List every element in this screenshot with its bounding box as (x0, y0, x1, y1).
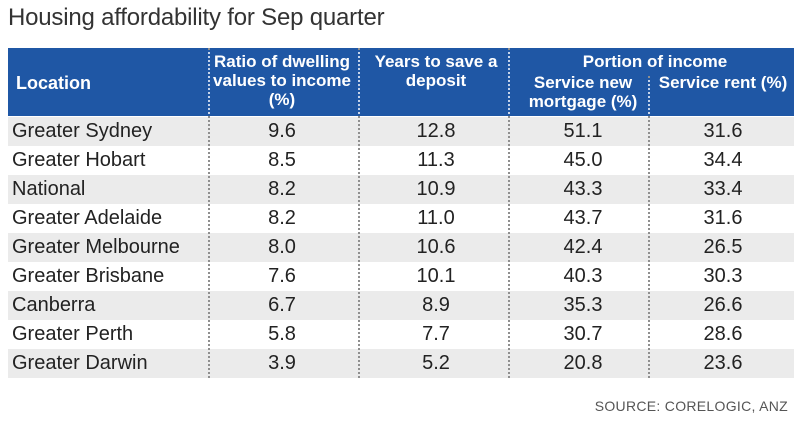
table-row: Greater Adelaide 8.2 11.0 43.7 31.6 (8, 204, 794, 233)
ratio-cell: 7.6 (268, 265, 296, 287)
rent-cell: 28.6 (703, 323, 743, 345)
location-cell: Greater Darwin (12, 352, 148, 374)
ratio-cell: 6.7 (268, 294, 296, 316)
header-divider (648, 80, 650, 114)
table-row: Greater Sydney 9.6 12.8 51.1 31.6 (8, 117, 794, 146)
ratio-cell: 8.5 (268, 149, 296, 171)
table-row: Canberra 6.7 8.9 35.3 26.6 (8, 291, 794, 320)
years-cell: 8.9 (422, 294, 450, 316)
table-row: Greater Hobart 8.5 11.3 45.0 34.4 (8, 146, 794, 175)
rent-cell: 26.6 (703, 294, 743, 316)
mortgage-cell: 40.3 (563, 265, 603, 287)
mortgage-cell: 43.7 (563, 207, 603, 229)
column-divider (508, 48, 510, 378)
table-header: Location Ratio of dwelling values to inc… (8, 48, 794, 116)
years-cell: 10.6 (416, 236, 456, 258)
group-header-portion-of-income: Portion of income (582, 52, 728, 71)
ratio-cell: 8.2 (268, 178, 296, 200)
location-cell: Greater Brisbane (12, 265, 165, 287)
table-row: Greater Darwin 3.9 5.2 20.8 23.6 (8, 349, 794, 378)
rent-cell: 34.4 (703, 149, 743, 171)
rent-cell: 31.6 (703, 120, 743, 142)
location-cell: Greater Adelaide (12, 207, 163, 229)
rent-cell: 30.3 (703, 265, 743, 287)
header-divider (358, 52, 360, 114)
rent-cell: 33.4 (703, 178, 743, 200)
column-header-ratio: Ratio of dwelling values to income (%) (213, 52, 351, 109)
mortgage-cell: 30.7 (563, 323, 603, 345)
column-divider (358, 48, 360, 378)
location-cell: Canberra (12, 294, 96, 316)
table-row: National 8.2 10.9 43.3 33.4 (8, 175, 794, 204)
years-cell: 12.8 (416, 120, 456, 142)
mortgage-cell: 42.4 (563, 236, 603, 258)
location-cell: Greater Hobart (12, 149, 146, 171)
column-header-years: Years to save a deposit (374, 52, 498, 90)
mortgage-cell: 51.1 (563, 120, 603, 142)
mortgage-cell: 35.3 (563, 294, 603, 316)
source-note: SOURCE: CORELOGIC, ANZ (594, 398, 788, 414)
years-cell: 10.1 (416, 265, 456, 287)
location-cell: Greater Melbourne (12, 236, 180, 258)
years-cell: 10.9 (416, 178, 456, 200)
column-divider (208, 48, 210, 378)
rent-cell: 23.6 (703, 352, 743, 374)
table-row: Greater Perth 5.8 7.7 30.7 28.6 (8, 320, 794, 349)
page-title: Housing affordability for Sep quarter (8, 4, 385, 31)
years-cell: 11.0 (417, 207, 455, 229)
header-divider (208, 52, 210, 114)
years-cell: 7.7 (422, 323, 450, 345)
ratio-cell: 8.0 (268, 236, 296, 258)
table-row: Greater Melbourne 8.0 10.6 42.4 26.5 (8, 233, 794, 262)
ratio-cell: 5.8 (268, 323, 296, 345)
location-cell: Greater Sydney (12, 120, 153, 142)
column-divider (648, 76, 650, 378)
years-cell: 5.2 (422, 352, 450, 374)
mortgage-cell: 43.3 (563, 178, 603, 200)
column-header-location: Location (16, 73, 91, 93)
rent-cell: 26.5 (703, 236, 743, 258)
ratio-cell: 8.2 (268, 207, 296, 229)
location-cell: Greater Perth (12, 323, 134, 345)
mortgage-cell: 45.0 (563, 149, 603, 171)
rent-cell: 31.6 (703, 207, 743, 229)
header-divider (508, 52, 510, 114)
table-body: Greater Sydney 9.6 12.8 51.1 31.6 Greater Hob… (8, 117, 794, 378)
location-cell: National (12, 178, 86, 200)
ratio-cell: 9.6 (268, 120, 296, 142)
table-row: Greater Brisbane 7.6 10.1 40.3 30.3 (8, 262, 794, 291)
column-header-mortgage: Service new mortgage (%) (528, 73, 638, 111)
years-cell: 11.3 (417, 149, 455, 171)
mortgage-cell: 20.8 (563, 352, 603, 374)
column-header-rent: Service rent (%) (658, 73, 788, 92)
ratio-cell: 3.9 (268, 352, 296, 374)
